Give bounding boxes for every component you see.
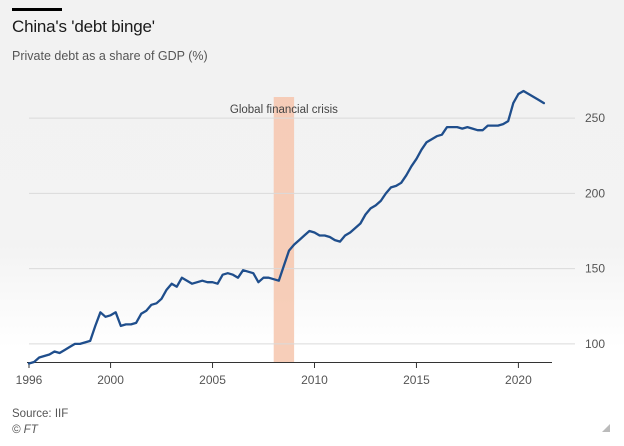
brand-bar — [12, 8, 62, 11]
x-tick-label-2015: 2015 — [403, 373, 430, 387]
crisis-band — [273, 97, 295, 362]
x-tick-label-1996: 1996 — [16, 373, 43, 387]
y-tick-label-100: 100 — [585, 337, 605, 351]
source-note: Source: IIF — [12, 408, 69, 420]
y-tick-label-200: 200 — [585, 186, 605, 200]
chart-subtitle: Private debt as a share of GDP (%) — [12, 49, 208, 63]
chart-title: China's 'debt binge' — [12, 17, 155, 36]
copyright-credit: © FT — [12, 424, 38, 436]
annotation-label: Global financial crisis — [230, 104, 338, 116]
series-line-0 — [27, 89, 546, 365]
x-tick-label-2000: 2000 — [97, 373, 124, 387]
x-tick-label-2010: 2010 — [301, 373, 328, 387]
y-tick-label-250: 250 — [585, 111, 605, 125]
y-tick-label-150: 150 — [585, 262, 605, 276]
resize-grip-icon[interactable] — [602, 424, 610, 432]
x-tick-label-2005: 2005 — [199, 373, 226, 387]
x-tick-label-2020: 2020 — [505, 373, 532, 387]
